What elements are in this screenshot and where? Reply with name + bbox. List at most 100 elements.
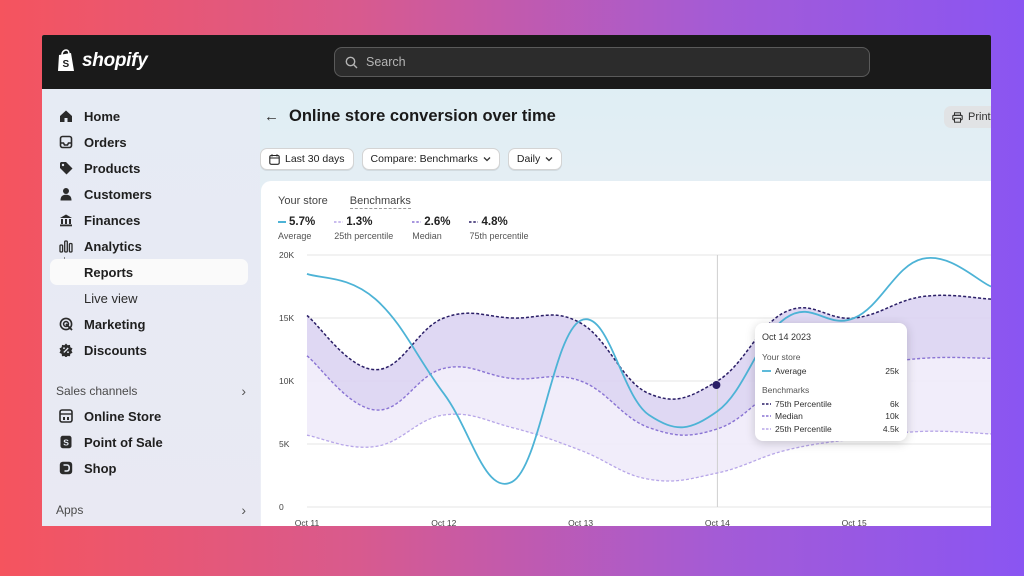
compare-dropdown[interactable]: Compare: Benchmarks	[361, 148, 500, 170]
sidebar-item-analytics[interactable]: Analytics	[50, 233, 248, 259]
sidebar-item-products[interactable]: Products	[50, 155, 248, 181]
metric-p25: 1.3% 25th percentile	[334, 216, 393, 241]
tooltip-value: 6k	[890, 398, 899, 409]
chart-tooltip: Oct 14 2023 Your store Average 25k Bench…	[755, 323, 907, 441]
metric-value: 1.3%	[346, 216, 373, 228]
sidebar-item-label: Analytics	[84, 238, 142, 254]
sidebar-item-finances[interactable]: Finances	[50, 207, 248, 233]
y-tick-label: 10K	[279, 376, 294, 386]
granularity-dropdown[interactable]: Daily	[507, 148, 563, 170]
search-input[interactable]: Search	[334, 47, 870, 77]
x-tick-label: Oct 15	[842, 518, 867, 526]
sidebar-item-label: Products	[84, 160, 141, 176]
sidebar-item-label: Live view	[84, 290, 138, 306]
tab-benchmarks[interactable]: Benchmarks	[349, 195, 411, 209]
hover-point	[712, 381, 721, 389]
metric-value: 4.8%	[481, 216, 508, 228]
apps-header[interactable]: Apps ›	[56, 502, 246, 518]
tooltip-row-average: Average 25k	[762, 365, 899, 378]
sidebar-item-live-view[interactable]: Live view	[50, 285, 248, 311]
title-row: ← Online store conversion over time	[264, 107, 556, 126]
tooltip-value: 25k	[885, 366, 899, 377]
section-label: Sales channels	[56, 384, 138, 398]
tooltip-benchmarks-header: Benchmarks	[762, 384, 810, 395]
sidebar-item-shop[interactable]: Shop	[50, 455, 248, 481]
person-icon	[58, 186, 74, 202]
tooltip-value: 4.5k	[882, 423, 899, 434]
sidebar: Home Orders Products Customers Finances	[42, 89, 260, 526]
series-line-p75	[306, 294, 991, 400]
sidebar-item-customers[interactable]: Customers	[50, 181, 248, 207]
tab-your-store[interactable]: Your store	[278, 195, 328, 207]
series-line-p25	[306, 413, 991, 482]
discount-icon	[58, 342, 74, 358]
top-bar: S shopify Search	[42, 35, 991, 89]
x-tick-label: Oct 13	[568, 518, 593, 526]
app-window: S shopify Search Home Orders	[42, 35, 991, 526]
sidebar-item-discounts[interactable]: Discounts	[50, 337, 248, 363]
sidebar-item-label: Shop	[84, 460, 117, 476]
section-label: Apps	[56, 503, 84, 517]
compare-label: Compare: Benchmarks	[370, 153, 478, 165]
sidebar-item-label: Online Store	[84, 408, 162, 424]
sidebar-item-marketing[interactable]: Marketing	[50, 311, 248, 337]
back-arrow-icon[interactable]: ←	[264, 108, 279, 125]
tooltip-your-store-header: Your store	[762, 352, 801, 362]
sidebar-item-reports[interactable]: Reports	[50, 259, 248, 285]
calendar-icon	[269, 153, 280, 165]
date-range-button[interactable]: Last 30 days	[260, 148, 354, 170]
printer-icon	[952, 111, 963, 123]
sidebar-item-label: Customers	[84, 186, 152, 202]
tooltip-value: 10k	[885, 411, 899, 422]
sidebar-item-label: Point of Sale	[84, 434, 163, 450]
sidebar-item-label: Finances	[84, 212, 141, 228]
chevron-right-icon: ›	[241, 502, 246, 518]
chevron-right-icon: ›	[241, 383, 246, 399]
tooltip-label: 25th Percentile	[775, 423, 832, 434]
target-icon	[58, 316, 74, 332]
y-tick-label: 20K	[279, 250, 294, 260]
metric-value: 2.6%	[424, 216, 451, 228]
granularity-label: Daily	[516, 153, 541, 165]
sidebar-item-label: Orders	[84, 134, 127, 150]
bank-icon	[58, 212, 74, 228]
shopify-bag-icon: S	[58, 49, 74, 71]
solid-line-swatch	[762, 370, 771, 373]
date-range-label: Last 30 days	[285, 153, 345, 165]
y-tick-label: 0	[279, 502, 284, 512]
metric-label: 25th percentile	[334, 231, 394, 241]
chart-tabs: Your store Benchmarks	[278, 195, 411, 209]
tooltip-date: Oct 14 2023	[762, 332, 812, 342]
dashed-line-swatch	[762, 402, 771, 405]
store-icon	[58, 408, 74, 424]
print-label: Print	[968, 111, 991, 123]
chart-card: Your store Benchmarks 5.7% Average 1.3% …	[261, 181, 991, 526]
bar-chart-icon	[58, 238, 74, 254]
x-tick-label: Oct 11	[295, 518, 320, 526]
chevron-down-icon	[545, 157, 553, 162]
main-content: ← Online store conversion over time Prin…	[260, 89, 991, 526]
search-placeholder: Search	[366, 55, 406, 69]
logo-text: shopify	[82, 50, 148, 71]
sidebar-item-home[interactable]: Home	[50, 103, 248, 129]
tooltip-label: 75th Percentile	[775, 398, 832, 409]
metric-value: 5.7%	[289, 216, 316, 228]
print-button[interactable]: Print	[944, 106, 991, 128]
sidebar-item-orders[interactable]: Orders	[50, 129, 248, 155]
sidebar-item-label: Marketing	[84, 316, 146, 332]
filter-bar: Last 30 days Compare: Benchmarks Daily	[260, 148, 563, 170]
dashed-line-swatch	[469, 221, 479, 223]
tooltip-label: Median	[775, 411, 803, 422]
dashed-line-swatch	[412, 221, 422, 223]
metric-median: 2.6% Median	[412, 216, 450, 241]
inbox-icon	[58, 134, 74, 150]
dashed-line-swatch	[762, 427, 771, 430]
page-title: Online store conversion over time	[289, 107, 556, 125]
sidebar-item-online-store[interactable]: Online Store	[50, 403, 248, 429]
sidebar-item-point-of-sale[interactable]: S Point of Sale	[50, 429, 248, 455]
shopify-logo[interactable]: S shopify	[56, 49, 148, 73]
metric-label: Median	[412, 231, 442, 241]
sales-channels-header[interactable]: Sales channels ›	[56, 383, 246, 399]
shop-icon	[58, 460, 74, 476]
tooltip-row-p75: 75th Percentile 6k	[762, 398, 899, 411]
